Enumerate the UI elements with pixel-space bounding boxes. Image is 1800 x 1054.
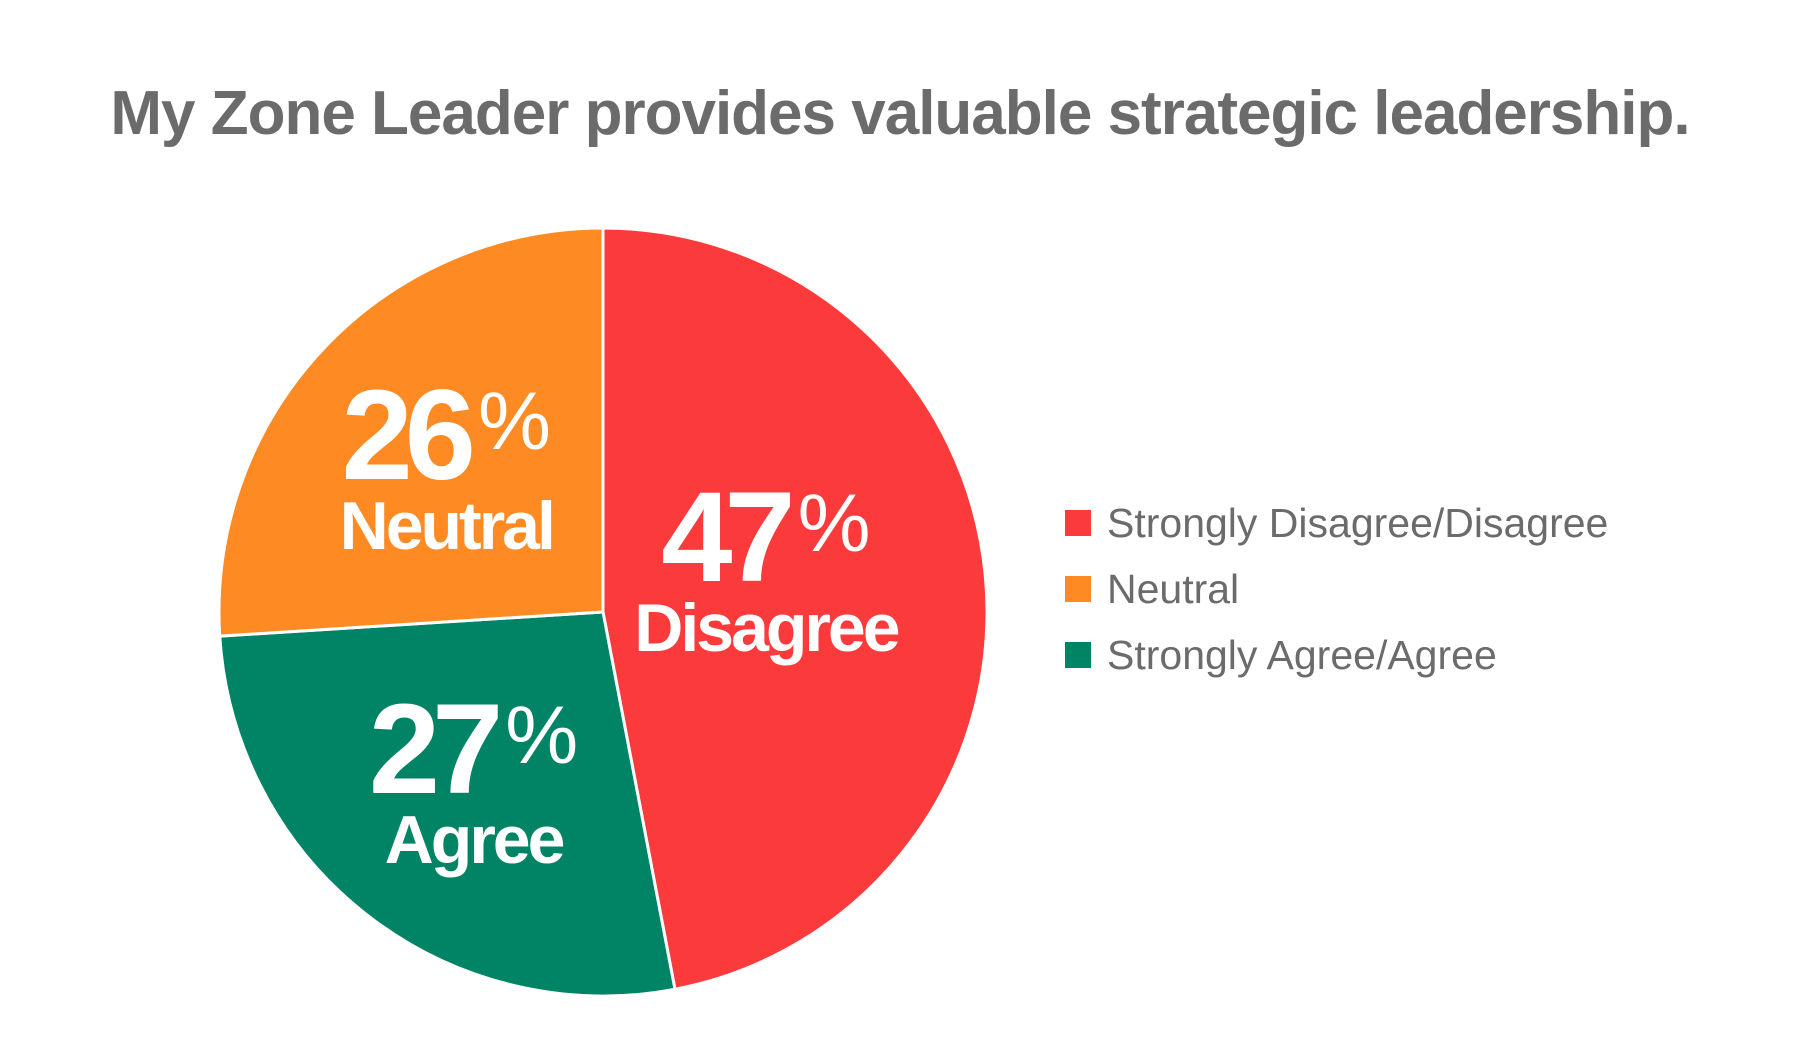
slice-label-group-disagree: 47 % Disagree <box>634 466 901 666</box>
legend-item: Strongly Agree/Agree <box>1065 622 1608 688</box>
chart-title: My Zone Leader provides valuable strateg… <box>110 79 1690 148</box>
slice-category-label: Agree <box>385 802 564 878</box>
slice-percent-sign: % <box>478 376 551 467</box>
pie-slice-disagree <box>601 226 989 991</box>
slice-category-label: Disagree <box>634 590 898 666</box>
legend-label: Strongly Agree/Agree <box>1107 631 1497 678</box>
legend-label: Neutral <box>1107 565 1240 612</box>
legend-item: Strongly Disagree/Disagree <box>1065 490 1608 556</box>
slice-label-group-neutral: 26 % Neutral <box>340 364 556 564</box>
legend-swatch <box>1065 510 1091 536</box>
legend-item: Neutral <box>1065 556 1608 622</box>
slice-label-group-agree: 27 % Agree <box>369 678 578 878</box>
legend-swatch <box>1065 642 1091 668</box>
slice-percent-sign: % <box>505 690 578 781</box>
slice-category-label: Neutral <box>340 488 553 564</box>
pie-slice-neutral <box>217 226 605 638</box>
slice-percent-value: 26 <box>342 364 472 507</box>
legend-label: Strongly Disagree/Disagree <box>1107 499 1609 546</box>
slice-percent-value: 27 <box>369 678 498 821</box>
slice-percent-value: 47 <box>661 466 790 609</box>
legend-swatch <box>1065 576 1091 602</box>
chart-legend: Strongly Disagree/Disagree Neutral Strongl… <box>1065 490 1608 688</box>
slice-percent-sign: % <box>798 478 871 569</box>
pie-slice-agree <box>218 610 677 998</box>
